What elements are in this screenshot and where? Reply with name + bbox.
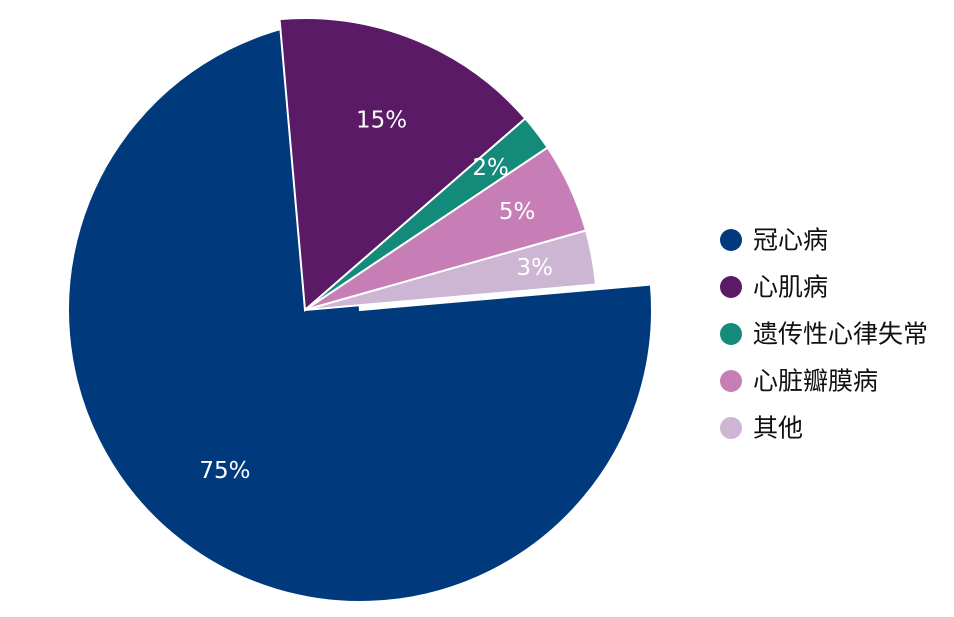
slice-label-cardiomyopathy: 15% <box>356 108 407 134</box>
slice-label-arrhythmia: 2% <box>472 155 509 181</box>
pie-slice-coronary <box>67 18 653 603</box>
legend-marker-cardiomyopathy <box>720 276 742 298</box>
slice-label-other: 3% <box>517 255 554 281</box>
legend-label-cardiomyopathy: 心肌病 <box>753 273 828 302</box>
legend-label-other: 其他 <box>753 414 803 443</box>
slice-label-valvular: 5% <box>499 199 536 225</box>
legend-item-valvular: 心脏瓣膜病 <box>720 367 878 396</box>
legend-label-valvular: 心脏瓣膜病 <box>753 367 878 396</box>
slice-labels-layer: 75% 15% 2% 5% 3% <box>199 108 553 485</box>
legend-marker-arrhythmia <box>720 323 742 345</box>
legend-item-cardiomyopathy: 心肌病 <box>720 273 828 302</box>
legend-label-arrhythmia: 遗传性心律失常 <box>753 320 928 349</box>
legend-item-arrhythmia: 遗传性心律失常 <box>720 320 928 349</box>
legend-item-coronary: 冠心病 <box>720 226 828 255</box>
legend-marker-valvular <box>720 370 742 392</box>
legend-marker-other <box>720 417 742 439</box>
pie-slice-cardiomyopathy <box>278 17 527 313</box>
legend-item-other: 其他 <box>720 414 803 443</box>
legend-marker-coronary <box>720 229 742 251</box>
pie-slice-other <box>304 229 597 311</box>
slice-label-coronary: 75% <box>199 458 250 484</box>
slices-layer <box>67 17 653 603</box>
legend-label-coronary: 冠心病 <box>753 226 828 255</box>
